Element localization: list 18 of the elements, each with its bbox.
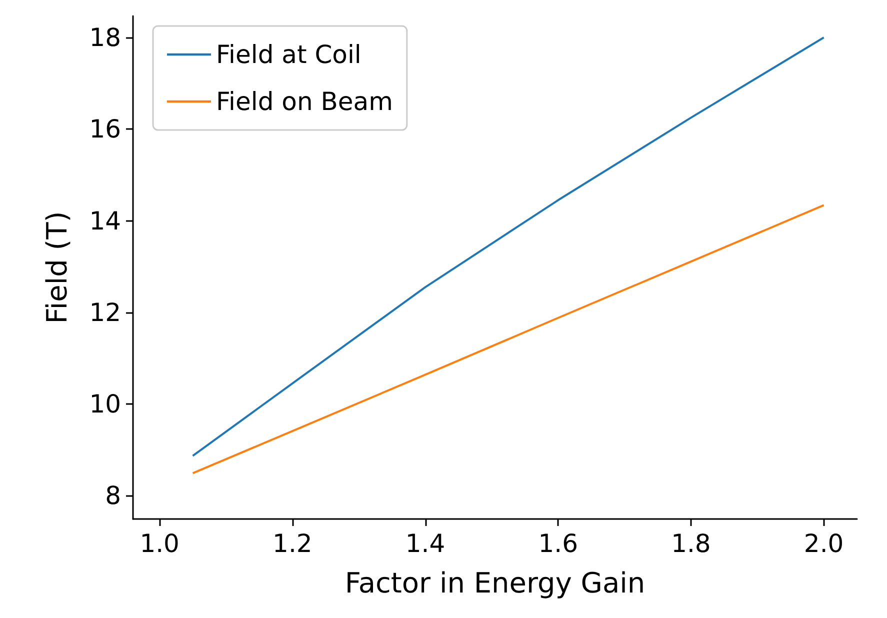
legend-label: Field at Coil bbox=[216, 40, 362, 69]
x-axis-title: Factor in Energy Gain bbox=[344, 566, 646, 600]
x-tick-label: 1.0 bbox=[140, 529, 180, 558]
x-tick-label: 1.4 bbox=[405, 529, 446, 558]
y-tick-label: 10 bbox=[89, 390, 121, 419]
y-tick-label: 12 bbox=[89, 298, 121, 327]
x-tick-label: 2.0 bbox=[804, 529, 844, 558]
line-series bbox=[192, 204, 825, 474]
y-tick-label: 14 bbox=[89, 206, 121, 236]
x-tick-label: 1.2 bbox=[272, 529, 312, 558]
legend-label: Field on Beam bbox=[216, 87, 393, 116]
y-tick-label: 18 bbox=[89, 23, 121, 52]
line-series bbox=[192, 36, 825, 457]
y-axis-title: Field (T) bbox=[40, 211, 74, 324]
y-tick-label: 8 bbox=[105, 481, 121, 510]
x-tick-label: 1.6 bbox=[538, 529, 578, 558]
x-tick-label: 1.8 bbox=[671, 529, 711, 558]
y-tick-label: 16 bbox=[89, 114, 121, 144]
